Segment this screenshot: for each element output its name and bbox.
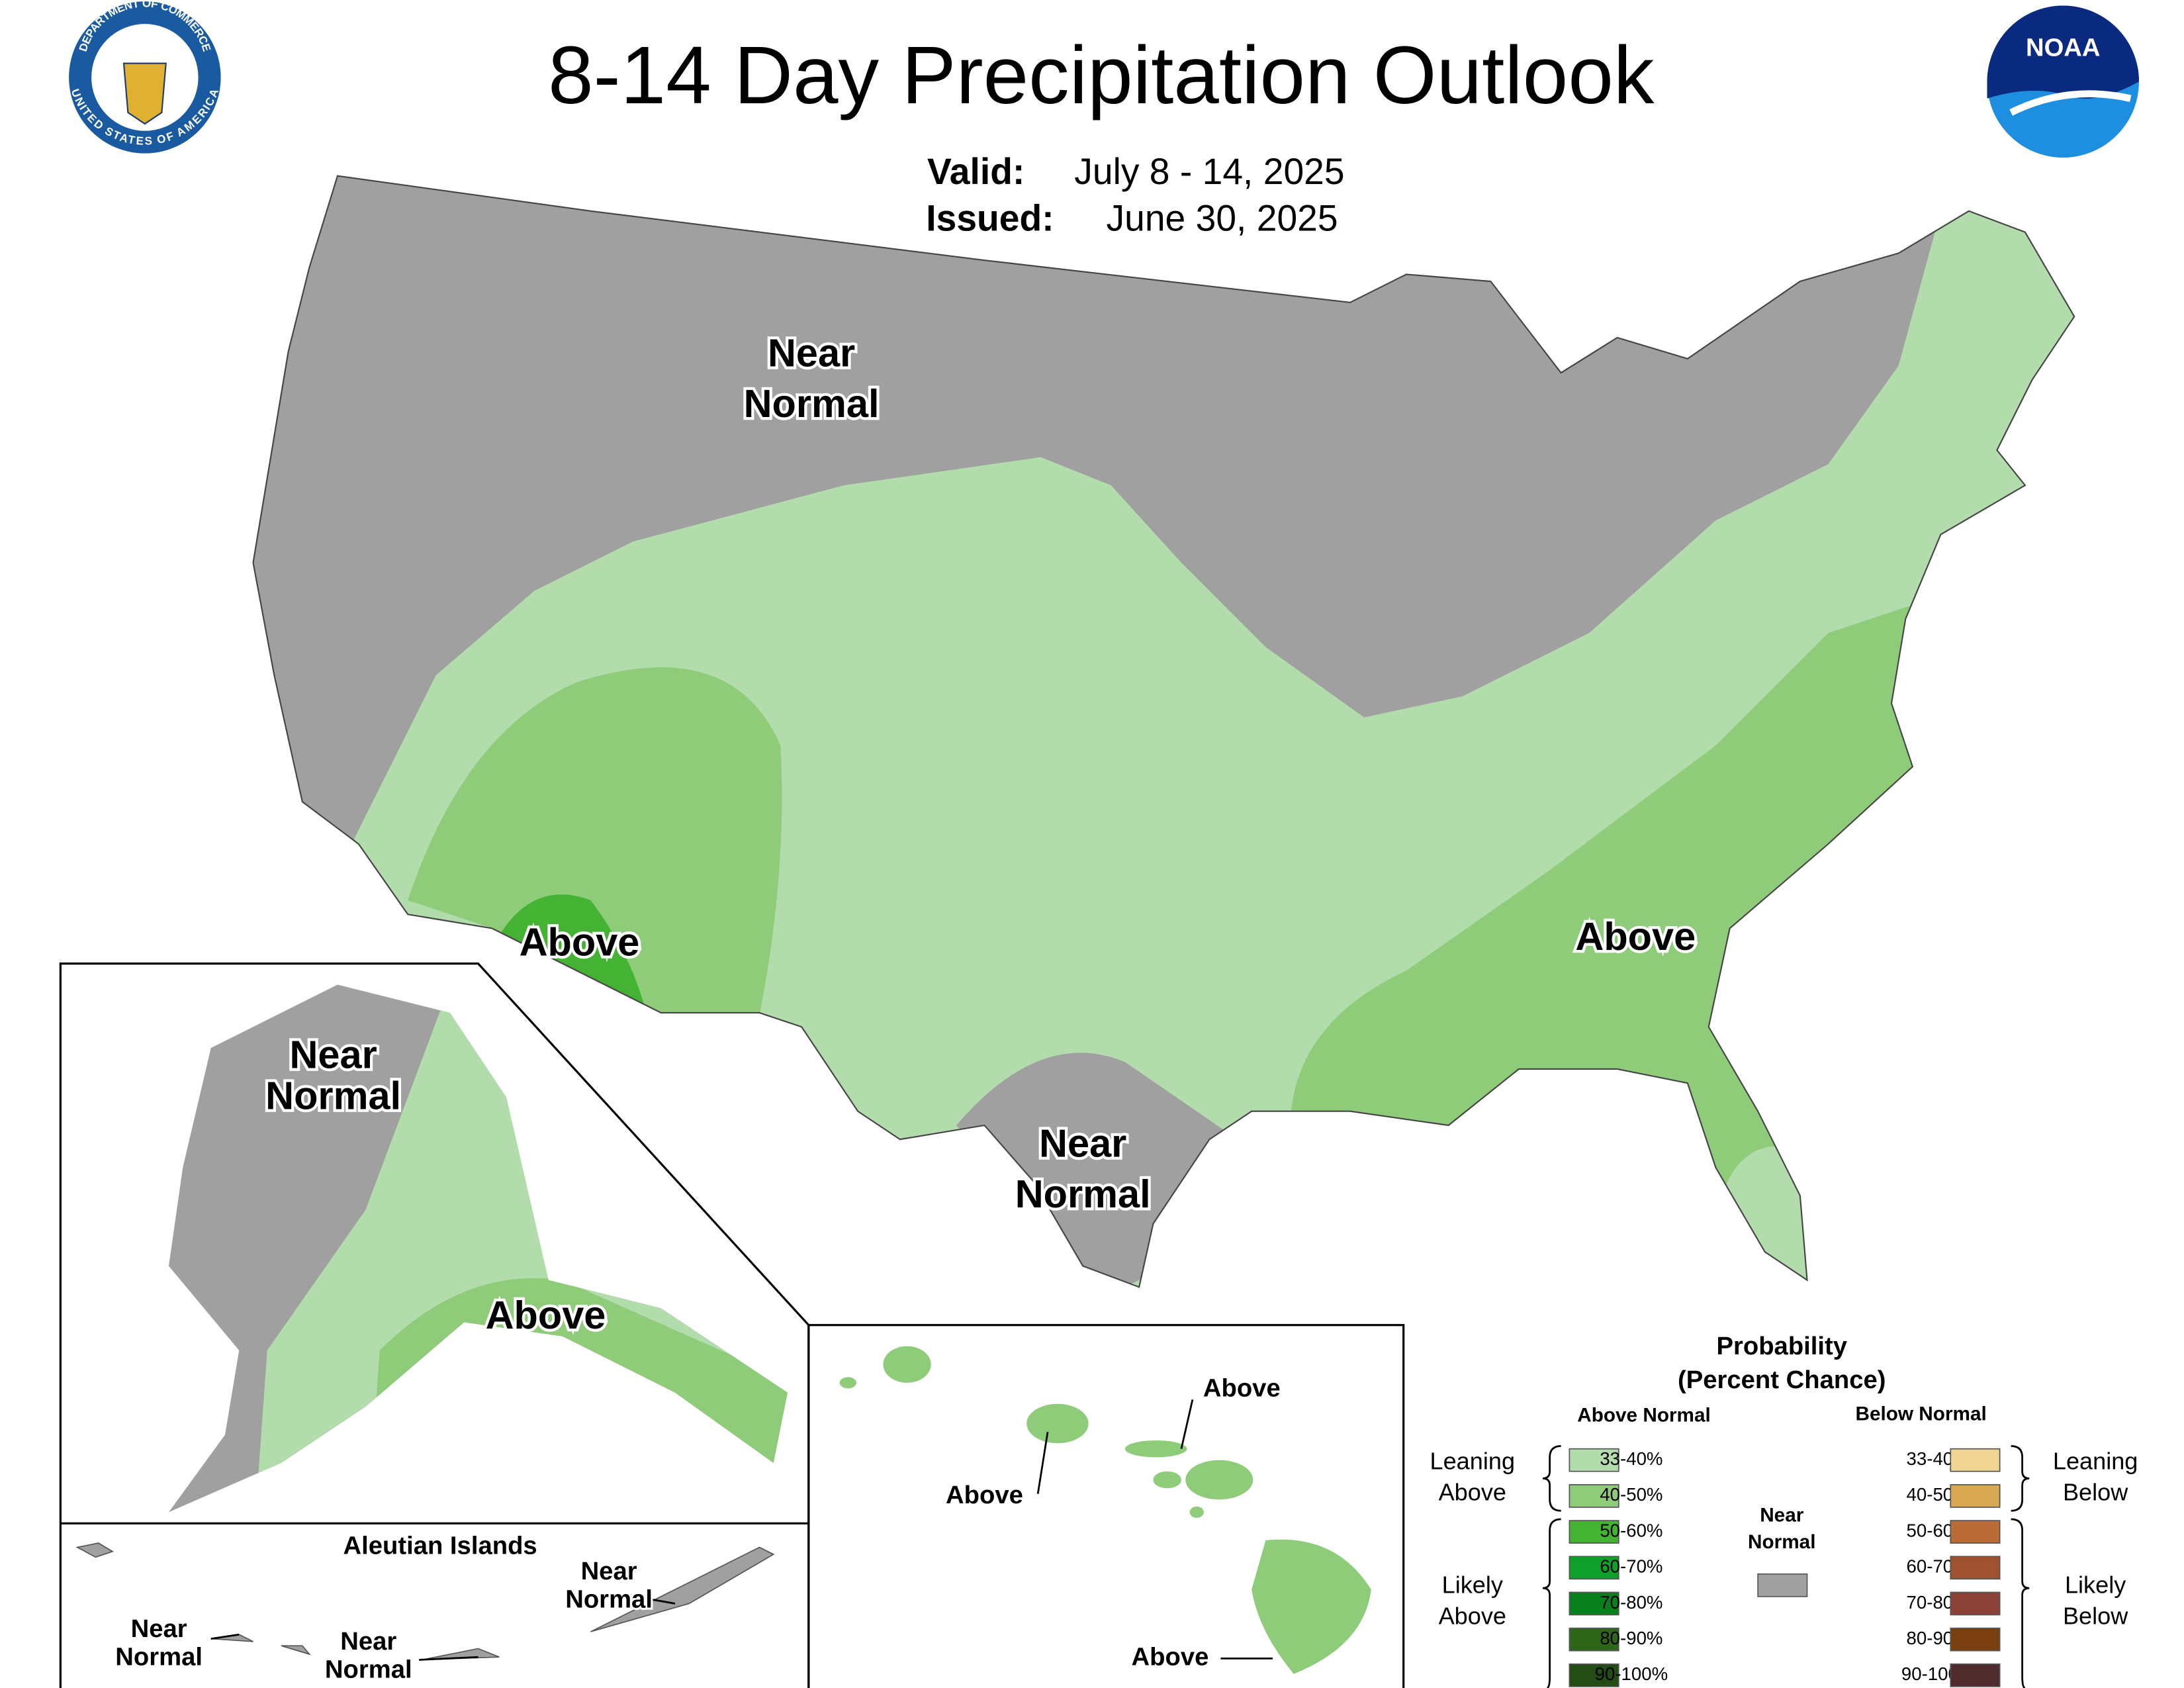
above-swatch [1569, 1520, 1619, 1544]
map-label: Near [581, 1557, 637, 1585]
leader-lines [210, 1399, 1273, 1661]
hawaii [839, 1346, 1371, 1674]
below-swatch [1950, 1556, 2001, 1580]
map-label: Above [520, 920, 640, 964]
island [883, 1346, 931, 1383]
noaa-logo: NOAA [1987, 5, 2140, 158]
near-normal-label: Normal [1748, 1531, 1815, 1553]
map-label: Near [768, 330, 855, 375]
valid-date: July 8 - 14, 2025 [1074, 151, 1344, 192]
above-range: 33-40% [1600, 1448, 1662, 1469]
group-label: Below [2063, 1602, 2128, 1629]
commerce-seal: DEPARTMENT OF COMMERCE UNITED STATES OF … [68, 0, 222, 154]
above-range: 60-70% [1600, 1556, 1662, 1577]
likely-above-area [499, 894, 647, 1016]
map-label: Above [486, 1293, 606, 1337]
near-normal-label: Near [1760, 1505, 1804, 1526]
group-label: Likely [2065, 1571, 2126, 1599]
above-swatch [1569, 1663, 1619, 1687]
map-label: Above [1575, 914, 1696, 959]
hawaii-frame [807, 1324, 1405, 1688]
map-label: Normal [115, 1642, 203, 1671]
island [1124, 1440, 1187, 1458]
above-swatch [1569, 1484, 1619, 1508]
group-label: Leaning [1430, 1448, 1516, 1475]
map-label: Normal [1015, 1172, 1151, 1216]
legend-heading: Below Normal [1855, 1403, 1986, 1425]
below-swatch [1950, 1448, 2001, 1472]
map-label: Near [340, 1627, 396, 1656]
below-swatch [1950, 1591, 2001, 1616]
island [1189, 1506, 1204, 1518]
above-swatch [1569, 1627, 1619, 1652]
legend-heading: Above Normal [1577, 1405, 1711, 1427]
above-swatch [1569, 1448, 1619, 1472]
group-label: Above [1439, 1478, 1506, 1505]
below-swatch [1950, 1627, 2001, 1652]
above-area [408, 667, 782, 1016]
map-label: Normal [565, 1585, 653, 1613]
above-range: 80-90% [1600, 1628, 1662, 1648]
group-label: Above [1439, 1602, 1506, 1629]
below-swatch [1950, 1520, 2001, 1544]
above-range: 70-80% [1600, 1592, 1662, 1613]
group-label: Likely [1442, 1571, 1503, 1599]
map-label: Near [131, 1615, 187, 1643]
island [1026, 1403, 1089, 1444]
noaa-text: NOAA [2026, 34, 2101, 62]
legend-subtitle: (Percent Chance) [1678, 1366, 1886, 1394]
island [1153, 1471, 1181, 1489]
above-swatch [1569, 1591, 1619, 1616]
valid-label: Valid: [927, 151, 1024, 192]
map-label: Near [1039, 1121, 1126, 1166]
group-label: Leaning [2053, 1448, 2138, 1475]
aleutian-title: Aleutian Islands [343, 1532, 537, 1560]
map-label: Normal [744, 381, 880, 426]
map-label: Near [289, 1033, 377, 1077]
legend-title: Probability [1716, 1332, 1847, 1360]
above-swatch [1569, 1556, 1619, 1580]
issued-date: June 30, 2025 [1106, 197, 1338, 238]
above-range: 40-50% [1600, 1484, 1662, 1505]
island [1251, 1539, 1371, 1674]
map-label: Above [1203, 1374, 1281, 1403]
below-swatch [1950, 1484, 2001, 1508]
map-label: Above [1132, 1642, 1209, 1671]
legend-braces [1542, 1445, 2030, 1688]
alaska [168, 984, 788, 1513]
map-label: Normal [325, 1656, 412, 1684]
above-range: 50-60% [1600, 1520, 1662, 1540]
near-normal-swatch [1757, 1573, 1808, 1597]
above-range: 90-100% [1595, 1664, 1668, 1684]
legend: Probability (Percent Chance) Above Norma… [1430, 1332, 2138, 1688]
aleutian-islands [75, 1542, 775, 1661]
group-label: Below [2063, 1478, 2128, 1505]
issued-label: Issued: [926, 197, 1054, 238]
island [1185, 1460, 1253, 1500]
title: 8-14 Day Precipitation Outlook [548, 30, 1655, 121]
leaning-above-area [1718, 1146, 1831, 1288]
island [839, 1377, 857, 1389]
map-label: Normal [265, 1073, 401, 1117]
below-swatch [1950, 1663, 2001, 1687]
map-label: Above [946, 1481, 1023, 1509]
